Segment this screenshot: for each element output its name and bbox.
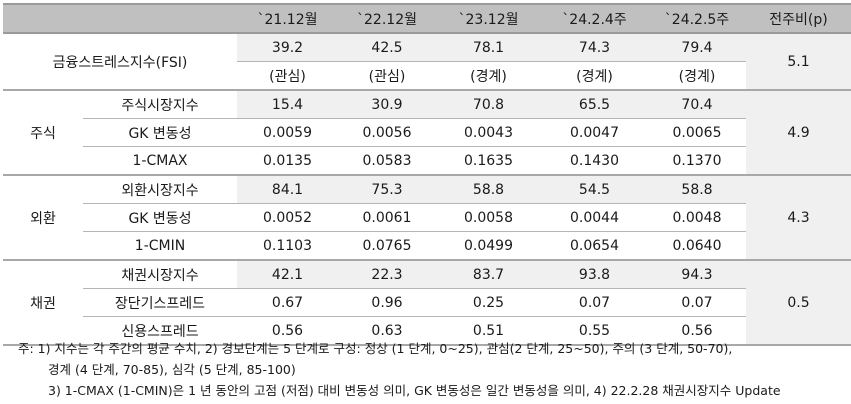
col-header-change: 전주비(p): [746, 3, 851, 34]
row-label: 주식시장지수: [83, 89, 237, 119]
fsi-stage-row: (관심) (관심) (경계) (경계) (경계): [3, 61, 851, 90]
cell: 75.3: [338, 174, 436, 204]
col-header: `21.12월: [237, 3, 338, 34]
col-header: `22.12월: [338, 3, 436, 34]
table-row: 채권 채권시장지수 42.1 22.3 83.7 93.8 94.3 0.5: [3, 259, 851, 346]
cell: 0.51: [436, 316, 541, 346]
table-row: GK 변동성 0.0059 0.0056 0.0043 0.0047 0.006…: [3, 118, 851, 147]
fsi-table: `21.12월 `22.12월 `23.12월 `24.2.4주 `24.2.5…: [3, 3, 851, 346]
fsi-value-row: 금융스트레스지수(FSI) 39.2 42.5 78.1 74.3 79.4 5…: [3, 33, 851, 90]
footnote-line: 경계 (4 단계, 70-85), 심각 (5 단계, 85-100): [48, 362, 296, 377]
cell: 0.63: [338, 316, 436, 346]
cell: 0.1635: [436, 146, 541, 175]
table-row: GK 변동성 0.0052 0.0061 0.0058 0.0044 0.004…: [3, 203, 851, 232]
cell: 0.0135: [237, 146, 338, 175]
cell: 70.8: [436, 89, 541, 119]
fsi-stage: (경계): [436, 61, 541, 90]
cell: 70.4: [648, 89, 746, 119]
fsi-stage: (경계): [541, 61, 648, 90]
row-label: GK 변동성: [83, 118, 237, 147]
row-label: 1-CMAX: [83, 146, 237, 175]
cell: 0.0047: [541, 118, 648, 147]
fsi-value: 79.4: [648, 33, 746, 62]
group-label-fx: 외환: [3, 174, 83, 260]
row-label: GK 변동성: [83, 203, 237, 232]
table-row: 1-CMAX 0.0135 0.0583 0.1635 0.1430 0.137…: [3, 146, 851, 175]
fsi-stage: (관심): [338, 61, 436, 90]
cell: 0.1430: [541, 146, 648, 175]
fsi-value: 74.3: [541, 33, 648, 62]
header-blank: [83, 3, 237, 34]
group-label-stock: 주식: [3, 89, 83, 175]
cell: 0.0043: [436, 118, 541, 147]
cell: 42.1: [237, 259, 338, 289]
cell: 94.3: [648, 259, 746, 289]
cell: 93.8: [541, 259, 648, 289]
footnotes: 주: 1) 지수는 각 주간의 평균 수치, 2) 경보단계는 5 단계로 구성…: [18, 338, 781, 401]
row-label: 1-CMIN: [83, 231, 237, 260]
cell: 0.0058: [436, 203, 541, 232]
row-label: 장단기스프레드: [83, 288, 237, 317]
cell: 84.1: [237, 174, 338, 204]
cell: 0.0499: [436, 231, 541, 260]
cell: 0.0583: [338, 146, 436, 175]
fsi-change: 5.1: [746, 33, 851, 90]
table-row: 신용스프레드 0.56 0.63 0.51 0.55 0.56: [3, 316, 851, 346]
cell: 0.25: [436, 288, 541, 317]
col-header: `23.12월: [436, 3, 541, 34]
cell: 0.0044: [541, 203, 648, 232]
cell: 15.4: [237, 89, 338, 119]
cell: 0.1103: [237, 231, 338, 260]
fsi-value: 42.5: [338, 33, 436, 62]
footnote-line: 3) 1-CMAX (1-CMIN)은 1 년 동안의 고점 (저점) 대비 변…: [48, 383, 781, 398]
fsi-label: 금융스트레스지수(FSI): [52, 54, 188, 71]
cell: 0.56: [648, 316, 746, 346]
cell: 0.07: [648, 288, 746, 317]
cell: 0.0065: [648, 118, 746, 147]
cell: 0.67: [237, 288, 338, 317]
cell: 58.8: [648, 174, 746, 204]
cell: 0.07: [541, 288, 648, 317]
fsi-stage: (관심): [237, 61, 338, 90]
cell: 0.55: [541, 316, 648, 346]
row-label: 채권시장지수: [83, 259, 237, 289]
cell: 0.0056: [338, 118, 436, 147]
cell: 0.56: [237, 316, 338, 346]
cell: 30.9: [338, 89, 436, 119]
cell: 0.0061: [338, 203, 436, 232]
table-row: 1-CMIN 0.1103 0.0765 0.0499 0.0654 0.064…: [3, 231, 851, 260]
cell: 0.0640: [648, 231, 746, 260]
row-label: 외환시장지수: [83, 174, 237, 204]
fsi-value: 39.2: [237, 33, 338, 62]
group-label-bond: 채권: [3, 259, 83, 346]
cell: 0.0052: [237, 203, 338, 232]
header-row: `21.12월 `22.12월 `23.12월 `24.2.4주 `24.2.5…: [3, 3, 851, 34]
cell: 22.3: [338, 259, 436, 289]
table-row: 주식 주식시장지수 15.4 30.9 70.8 65.5 70.4 4.9: [3, 89, 851, 175]
cell: 58.8: [436, 174, 541, 204]
cell: 54.5: [541, 174, 648, 204]
fsi-value: 78.1: [436, 33, 541, 62]
cell: 0.0059: [237, 118, 338, 147]
footnote-line: 주: 1) 지수는 각 주간의 평균 수치, 2) 경보단계는 5 단계로 구성…: [18, 341, 733, 356]
table-row: 외환 외환시장지수 84.1 75.3 58.8 54.5 58.8 4.3: [3, 174, 851, 260]
header-blank: [3, 3, 83, 34]
cell: 65.5: [541, 89, 648, 119]
col-header: `24.2.4주: [541, 3, 648, 34]
group-change: 4.3: [746, 174, 851, 260]
row-label: 신용스프레드: [83, 316, 237, 346]
group-change: 0.5: [746, 259, 851, 346]
col-header: `24.2.5주: [648, 3, 746, 34]
cell: 83.7: [436, 259, 541, 289]
cell: 0.0048: [648, 203, 746, 232]
group-change: 4.9: [746, 89, 851, 175]
cell: 0.0765: [338, 231, 436, 260]
cell: 0.96: [338, 288, 436, 317]
cell: 0.1370: [648, 146, 746, 175]
cell: 0.0654: [541, 231, 648, 260]
fsi-stage: (경계): [648, 61, 746, 90]
table-row: 장단기스프레드 0.67 0.96 0.25 0.07 0.07: [3, 288, 851, 317]
